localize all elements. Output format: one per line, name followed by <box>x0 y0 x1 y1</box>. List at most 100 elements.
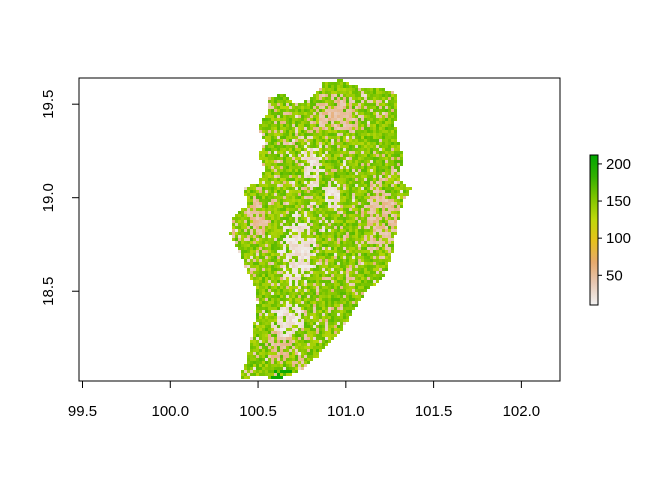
raster-cell-2040 <box>370 217 373 220</box>
raster-cell-3621 <box>337 325 340 328</box>
raster-cell-307 <box>271 112 274 115</box>
raster-cell-2981 <box>382 271 385 274</box>
raster-cell-2196 <box>340 226 343 229</box>
raster-cell-1445 <box>370 184 373 187</box>
raster-cell-2989 <box>271 274 274 277</box>
raster-cell-119 <box>340 97 343 100</box>
raster-cell-1388 <box>352 181 355 184</box>
raster-cell-3335 <box>358 298 361 301</box>
raster-cell-601 <box>343 130 346 133</box>
raster-cell-2435 <box>238 241 241 244</box>
raster-cell-1426 <box>313 184 316 187</box>
raster-cell-2969 <box>346 271 349 274</box>
raster-cell-3092 <box>316 280 319 283</box>
raster-cell-2836 <box>373 262 376 265</box>
raster-cell-1449 <box>382 184 385 187</box>
raster-cell-3322 <box>319 298 322 301</box>
raster-cell-1774 <box>385 202 388 205</box>
raster-cell-1456 <box>403 184 406 187</box>
raster-cell-3688 <box>271 334 274 337</box>
raster-cell-486 <box>271 124 274 127</box>
raster-cell-1557 <box>376 190 379 193</box>
raster-cell-3958 <box>262 367 265 370</box>
raster-cell-344 <box>382 112 385 115</box>
raster-cell-3329 <box>340 298 343 301</box>
raster-cell-962 <box>331 154 334 157</box>
raster-cell-2937 <box>250 271 253 274</box>
raster-cell-138 <box>268 100 271 103</box>
raster-cell-658 <box>379 133 382 136</box>
raster-cell-884 <box>382 148 385 151</box>
raster-cell-1854 <box>307 208 310 211</box>
raster-cell-1172 <box>397 166 400 169</box>
raster-cell-782 <box>352 142 355 145</box>
raster-cell-1375 <box>313 181 316 184</box>
raster-cell-160 <box>346 100 349 103</box>
raster-cell-2932 <box>376 268 379 271</box>
raster-cell-2551 <box>271 247 274 250</box>
raster-cell-121 <box>346 97 349 100</box>
raster-cell-3377 <box>280 304 283 307</box>
raster-cell-1971 <box>331 214 334 217</box>
raster-cell-1516 <box>253 190 256 193</box>
raster-cell-970 <box>355 154 358 157</box>
raster-cell-1554 <box>367 190 370 193</box>
raster-cell-1773 <box>382 202 385 205</box>
raster-cell-3858 <box>301 352 304 355</box>
raster-cell-840 <box>388 145 391 148</box>
raster-cell-613 <box>379 130 382 133</box>
raster-cell-1476 <box>301 187 304 190</box>
raster-cell-1153 <box>340 166 343 169</box>
raster-cell-662 <box>391 133 394 136</box>
raster-cell-2690 <box>379 253 382 256</box>
raster-cell-1478 <box>307 187 310 190</box>
raster-cell-1386 <box>346 181 349 184</box>
raster-cell-113 <box>322 97 325 100</box>
raster-cell-1881 <box>388 208 391 211</box>
raster-cell-3031 <box>262 277 265 280</box>
raster-cell-1119 <box>376 163 379 166</box>
raster-cell-2254 <box>349 229 352 232</box>
raster-cell-1423 <box>304 184 307 187</box>
raster-cell-3903 <box>292 358 295 361</box>
raster-cell-1595 <box>325 193 328 196</box>
raster-cell-2128 <box>301 223 304 226</box>
raster-cell-1707 <box>340 199 343 202</box>
raster-cell-3360 <box>331 301 334 304</box>
raster-cell-68 <box>385 91 388 94</box>
raster-cell-3965 <box>283 367 286 370</box>
raster-cell-1859 <box>322 208 325 211</box>
raster-cell-3015 <box>349 274 352 277</box>
raster-cell-3181 <box>337 286 340 289</box>
raster-cell-1255 <box>373 172 376 175</box>
raster-cell-3477 <box>283 313 286 316</box>
raster-cell-2213 <box>391 226 394 229</box>
raster-cell-108 <box>286 97 289 100</box>
raster-cell-3293 <box>340 295 343 298</box>
raster-cell-502 <box>319 124 322 127</box>
raster-cell-1948 <box>262 214 265 217</box>
raster-cell-3064 <box>361 277 364 280</box>
raster-cell-1604 <box>352 193 355 196</box>
raster-cell-3746 <box>274 340 277 343</box>
raster-cell-1380 <box>328 181 331 184</box>
raster-cell-1088 <box>283 163 286 166</box>
raster-cell-3468 <box>256 313 259 316</box>
raster-cell-3454 <box>310 310 313 313</box>
raster-cell-3596 <box>262 325 265 328</box>
raster-cell-1514 <box>247 190 250 193</box>
raster-cell-3510 <box>286 316 289 319</box>
raster-cell-3178 <box>328 286 331 289</box>
raster-cell-3752 <box>292 340 295 343</box>
raster-cell-3975 <box>250 370 253 373</box>
raster-cell-3968 <box>292 367 295 370</box>
raster-cell-30 <box>340 88 343 91</box>
raster-cell-2958 <box>313 271 316 274</box>
raster-cell-3421 <box>310 307 313 310</box>
raster-cell-2553 <box>277 247 280 250</box>
raster-cell-3761 <box>319 340 322 343</box>
raster-cell-1788 <box>271 205 274 208</box>
raster-cell-3894 <box>265 358 268 361</box>
raster-cell-1539 <box>322 190 325 193</box>
raster-cell-3365 <box>346 301 349 304</box>
